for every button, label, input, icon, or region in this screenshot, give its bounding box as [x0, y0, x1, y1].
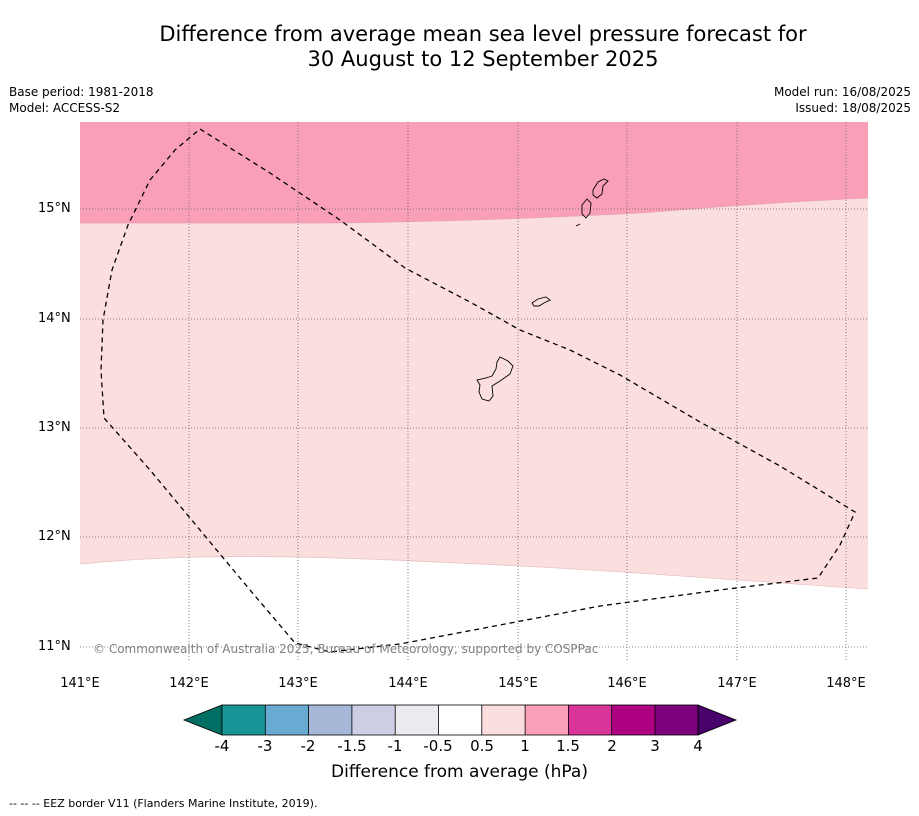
lat-label-12n: 12°N — [38, 529, 71, 544]
lon-label-145e: 145°E — [498, 676, 538, 691]
colorbar-segment-1 — [222, 705, 266, 735]
eez-legend-note: -- -- -- EEZ border V11 (Flanders Marine… — [9, 797, 318, 810]
band-0-5-to-1 — [80, 122, 868, 589]
colorbar-high-arrow — [697, 704, 738, 736]
colorbar-tick: 2 — [607, 737, 617, 755]
model-name: Model: ACCESS-S2 — [9, 101, 121, 115]
lat-label-15n: 15°N — [38, 201, 71, 216]
lat-label-14n: 14°N — [38, 311, 71, 326]
colorbar-segment-2 — [265, 705, 309, 735]
base-period: Base period: 1981-2018 — [9, 85, 154, 99]
island-rota — [531, 296, 551, 307]
colorbar-segment-10 — [611, 705, 655, 735]
lon-label-142e: 142°E — [169, 676, 209, 691]
colorbar-tick: -2 — [300, 737, 316, 755]
colorbar-low-arrow — [182, 704, 223, 736]
copyright-notice: © Commonwealth of Australia 2025, Bureau… — [93, 642, 599, 656]
lon-label-146e: 146°E — [607, 676, 647, 691]
island-tinian — [581, 198, 592, 219]
model-run: Model run: 16/08/2025 — [773, 85, 911, 99]
title-line-2: 30 August to 12 September 2025 — [307, 47, 659, 71]
lon-label-148e: 148°E — [826, 676, 866, 691]
colorbar-tick: 1.5 — [556, 737, 580, 755]
colorbar-tick: -1 — [387, 737, 403, 755]
issued-date: Issued: 18/08/2025 — [795, 101, 911, 115]
gridlines — [80, 122, 868, 662]
colorbar-tick: 0.5 — [470, 737, 494, 755]
islands — [476, 178, 609, 402]
colorbar-segment-9 — [568, 705, 612, 735]
island-saipan — [592, 178, 609, 199]
colorbar-segment-3 — [308, 705, 352, 735]
colorbar-tick: 3 — [650, 737, 660, 755]
colorbar-tick: -3 — [257, 737, 273, 755]
colorbar-tick: -1.5 — [337, 737, 367, 755]
colorbar-segment-7 — [481, 705, 526, 735]
eez-border — [100, 128, 856, 653]
island-aguijan — [575, 223, 581, 227]
colorbar-tick: -0.5 — [423, 737, 453, 755]
band-1-to-1-5 — [80, 122, 868, 223]
colorbar-tick: 1 — [520, 737, 530, 755]
colorbar-segment-4 — [351, 705, 396, 735]
colorbar — [182, 704, 738, 736]
lon-label-144e: 144°E — [388, 676, 428, 691]
lon-label-141e: 141°E — [60, 676, 100, 691]
colorbar-segment-6 — [438, 705, 482, 735]
lon-label-147e: 147°E — [717, 676, 757, 691]
title-line-1: Difference from average mean sea level p… — [159, 22, 807, 46]
colorbar-segment-8 — [525, 705, 569, 735]
colorbar-tick: -4 — [214, 737, 230, 755]
colorbar-tick: 4 — [693, 737, 703, 755]
chart-title: Difference from average mean sea level p… — [0, 22, 919, 72]
island-guam — [476, 356, 514, 402]
colorbar-title: Difference from average (hPa) — [331, 762, 588, 782]
map-area — [80, 122, 868, 662]
meta-left: Base period: 1981-2018 Model: ACCESS-S2 — [9, 84, 154, 116]
lat-label-11n: 11°N — [38, 639, 71, 654]
meta-right: Model run: 16/08/2025 Issued: 18/08/2025 — [774, 84, 911, 116]
colorbar-segment-11 — [655, 705, 698, 735]
lon-label-143e: 143°E — [278, 676, 318, 691]
lat-label-13n: 13°N — [38, 420, 71, 435]
colorbar-segment-5 — [395, 705, 439, 735]
